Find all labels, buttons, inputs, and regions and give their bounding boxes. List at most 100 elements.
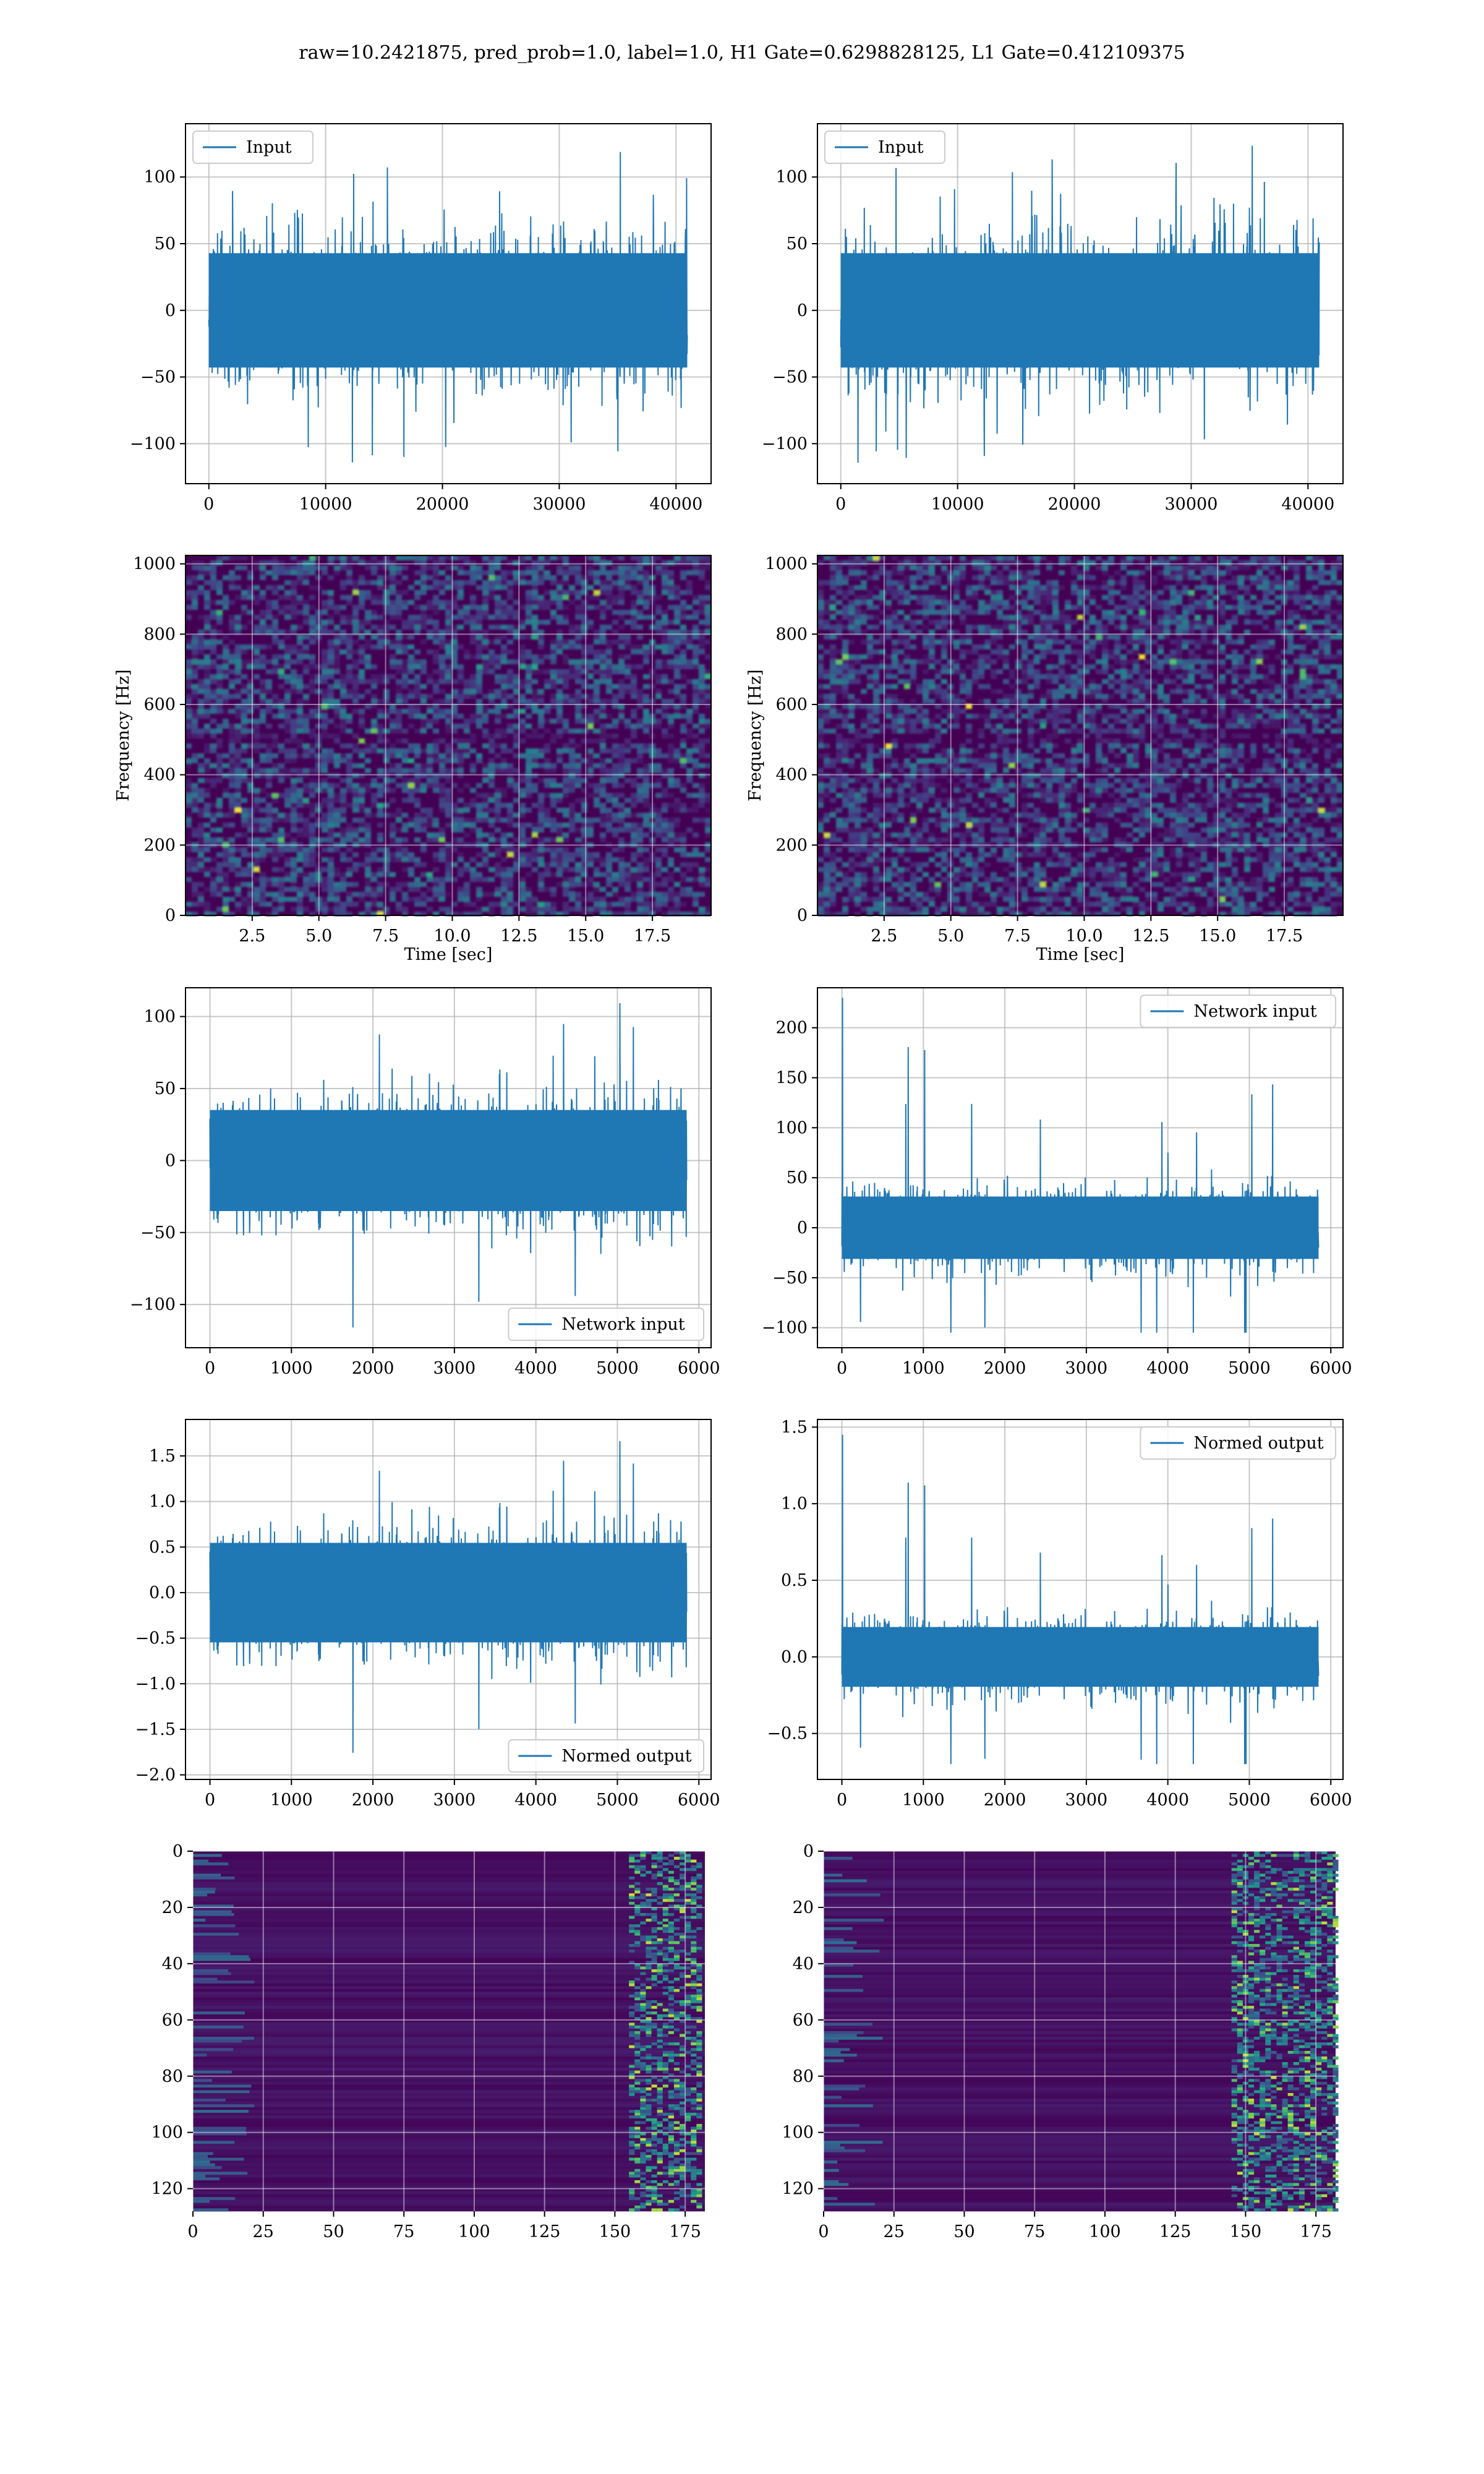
l1-spectrogram-cell: [1213, 575, 1219, 580]
l1-spectrogram-cell: [1021, 620, 1028, 625]
l1-input-xtick-label-0: 0: [835, 495, 846, 514]
h1-spectrogram-cell: [328, 640, 334, 644]
h1-spectrogram-cell: [260, 714, 266, 719]
h1-spectrogram-cell: [680, 570, 686, 575]
h1-spectrogram-cell: [291, 798, 297, 803]
h1-spectrogram-cell: [198, 847, 204, 852]
h1-spectrogram-cell: [476, 837, 482, 842]
h1-spectrogram-cell: [377, 724, 383, 729]
h1-spectrogram-cell: [476, 783, 482, 788]
h1-spectrogram-cell: [600, 837, 606, 842]
h1-spectrogram-cell: [377, 625, 383, 630]
h1-spectrogram-cell: [291, 734, 297, 738]
h1-spectrogram-cell: [581, 857, 587, 862]
h1-spectrogram-cell: [594, 783, 600, 788]
h1-spectrogram-cell: [550, 852, 556, 857]
h1-spectrogram-cell: [291, 600, 297, 605]
h1-spectrogram-cell: [526, 808, 532, 813]
h1-spectrogram-cell: [396, 555, 402, 560]
l1-spectrogram-cell: [1145, 610, 1151, 615]
h1-spectrogram-cell: [334, 738, 340, 743]
l1-spectrogram-cell: [910, 565, 916, 570]
l1-spectrogram-cell: [1108, 600, 1114, 605]
h1-spectrogram-cell: [235, 892, 241, 897]
h1-spectrogram-cell: [260, 664, 266, 669]
h1-spectrogram-cell: [247, 828, 254, 833]
h1-spectrogram-cell: [359, 724, 365, 729]
h1-spectrogram-cell: [519, 729, 526, 734]
l1-spectrogram-cell: [873, 605, 879, 610]
h1-spectrogram-cell: [680, 605, 686, 610]
h1-spectrogram-cell: [618, 635, 625, 640]
h1-spectrogram-cell: [254, 768, 260, 773]
h1-spectrogram-cell: [402, 684, 408, 689]
h1-spectrogram-cell: [352, 798, 359, 803]
h1-spectrogram-cell: [427, 877, 433, 882]
h1-spectrogram-cell: [451, 630, 458, 635]
l1-spectrogram-cell: [1232, 590, 1238, 595]
l1-spectrogram-cell: [1207, 565, 1213, 570]
h1-spectrogram-cell: [439, 828, 445, 833]
h1-spectrogram-cell: [637, 625, 643, 630]
l1-spectrogram-cell: [861, 595, 867, 600]
h1-spectrogram-cell: [507, 847, 513, 852]
h1-spectrogram-cell: [464, 615, 470, 620]
h1-spectrogram-cell: [291, 907, 297, 912]
h1-spectrogram-cell: [637, 773, 643, 778]
l1-spectrogram-cell: [1083, 605, 1090, 610]
h1-spectrogram-cell: [458, 823, 464, 828]
h1-spectrogram-cell: [476, 635, 482, 640]
h1-spectrogram-cell: [223, 842, 229, 847]
h1-spectrogram-cell: [668, 803, 674, 808]
l1-spectrogram-cell: [1263, 600, 1269, 605]
h1-spectrogram-cell: [198, 768, 204, 773]
h1-spectrogram-cell: [210, 640, 216, 644]
h1-spectrogram-cell: [322, 625, 328, 630]
h1-spectrogram-cell: [284, 768, 291, 773]
h1-spectrogram-cell: [254, 803, 260, 808]
h1-spectrogram-cell: [284, 615, 291, 620]
l1-spectrogram-cell: [1201, 620, 1207, 625]
h1-spectrogram-cell: [402, 773, 408, 778]
h1-spectrogram-cell: [501, 659, 507, 664]
h1-spectrogram-cell: [216, 704, 223, 709]
h1-spectrogram-cell: [186, 644, 192, 649]
h1-spectrogram-cell: [674, 818, 680, 823]
l1-spectrogram-cell: [1158, 620, 1164, 625]
h1-spectrogram-cell: [563, 580, 569, 585]
h1-spectrogram-cell: [699, 907, 705, 912]
l1-spectrogram-cell: [1145, 625, 1151, 630]
h1-spectrogram-cell: [291, 857, 297, 862]
h1-spectrogram-cell: [414, 887, 420, 892]
h1-spectrogram-cell: [396, 813, 402, 818]
l1-spectrogram-cell: [1182, 590, 1188, 595]
h1-spectrogram-cell: [544, 709, 550, 714]
h1-spectrogram-cell: [606, 724, 612, 729]
h1-spectrogram-cell: [526, 872, 532, 877]
h1-spectrogram-cell: [278, 763, 284, 768]
l1-spectrogram-cell: [923, 610, 929, 615]
l1-spectrogram-cell: [1244, 585, 1250, 590]
h1-spectrogram-cell: [439, 833, 445, 837]
h1-spectrogram-cell: [278, 704, 284, 709]
h1-spectrogram-cell: [192, 590, 198, 595]
h1-spectrogram-cell: [519, 862, 526, 867]
h1-spectrogram-cell: [575, 783, 581, 788]
l1-spectrogram-cell: [1318, 560, 1324, 565]
h1-spectrogram-cell: [618, 654, 625, 659]
h1-input-ytick-label-4: 100: [143, 168, 176, 187]
h1-spectrogram-cell: [396, 729, 402, 734]
l1-spectrogram-cell: [873, 595, 879, 600]
h1-spectrogram-cell: [631, 679, 637, 684]
h1-spectrogram-cell: [587, 793, 594, 798]
h1-spectrogram-cell: [538, 887, 544, 892]
h1-spectrogram-cell: [625, 798, 631, 803]
h1-spectrogram-cell: [278, 743, 284, 748]
h1-spectrogram-cell: [680, 555, 686, 560]
h1-spectrogram-cell: [204, 630, 210, 635]
h1-spectrogram-cell: [371, 729, 377, 734]
h1-spectrogram-cell: [451, 842, 458, 847]
h1-spectrogram-cell: [216, 709, 223, 714]
h1-spectrogram-cell: [303, 833, 309, 837]
h1-spectrogram-cell: [680, 635, 686, 640]
